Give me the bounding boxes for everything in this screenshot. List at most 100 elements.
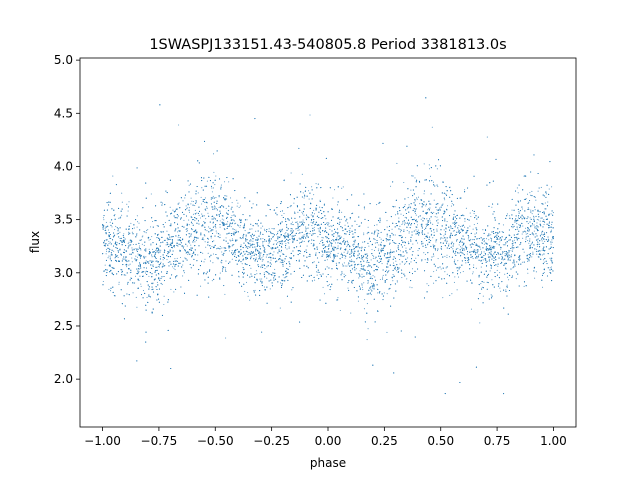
data-point <box>162 259 164 261</box>
data-point <box>208 226 210 228</box>
data-point <box>358 263 360 265</box>
data-point <box>216 257 218 259</box>
data-point <box>439 233 441 235</box>
data-point <box>286 248 288 250</box>
data-point <box>368 264 370 266</box>
data-point <box>169 225 171 227</box>
data-point <box>395 260 397 262</box>
data-point <box>151 260 153 262</box>
data-point <box>204 258 206 260</box>
data-point <box>351 282 353 284</box>
data-point <box>163 295 165 297</box>
data-point <box>298 229 300 231</box>
data-point <box>529 238 531 240</box>
data-point <box>377 266 379 269</box>
data-point <box>264 248 266 250</box>
data-point <box>325 218 327 220</box>
data-point <box>221 254 223 256</box>
data-point <box>451 293 453 295</box>
data-point <box>304 222 306 224</box>
data-point <box>318 229 320 231</box>
data-point <box>177 231 179 233</box>
data-point <box>219 220 221 222</box>
data-point <box>328 283 330 285</box>
data-point <box>491 279 493 281</box>
data-point <box>118 283 120 285</box>
data-point <box>436 209 438 211</box>
data-point <box>234 223 236 225</box>
data-point <box>408 206 410 208</box>
data-point <box>463 215 465 217</box>
data-point <box>552 212 554 214</box>
data-point <box>467 238 469 240</box>
data-point <box>288 242 290 244</box>
data-point <box>290 228 292 230</box>
data-point <box>269 230 271 232</box>
data-point <box>184 257 186 259</box>
data-point <box>227 221 229 223</box>
data-point <box>155 260 157 262</box>
data-point <box>499 287 501 289</box>
data-point <box>104 264 106 266</box>
data-point <box>394 234 396 236</box>
data-point <box>454 252 457 254</box>
data-point <box>361 256 363 258</box>
data-point <box>131 247 133 249</box>
data-point <box>409 286 411 288</box>
data-point <box>152 266 155 268</box>
data-point <box>349 218 351 220</box>
data-point <box>367 226 369 228</box>
data-point <box>429 220 431 222</box>
data-point <box>197 254 199 256</box>
data-point <box>188 207 190 209</box>
data-point <box>401 223 403 226</box>
data-point <box>327 241 329 243</box>
data-point <box>160 256 162 258</box>
data-point <box>436 250 439 252</box>
data-point <box>136 215 138 217</box>
data-point <box>445 228 447 230</box>
data-point <box>370 276 372 278</box>
data-point <box>488 239 490 241</box>
data-point <box>514 221 516 223</box>
data-point <box>543 271 545 274</box>
data-point <box>535 199 537 201</box>
data-point <box>251 228 253 230</box>
data-point <box>205 246 207 248</box>
data-point <box>501 231 503 233</box>
data-point <box>333 248 335 250</box>
data-point <box>190 203 192 205</box>
data-point <box>551 224 553 226</box>
data-point <box>240 237 242 240</box>
data-point <box>309 255 311 257</box>
data-point <box>285 232 287 234</box>
data-point <box>328 225 330 227</box>
data-point <box>485 238 488 240</box>
data-point <box>270 259 272 261</box>
data-point <box>421 260 423 262</box>
data-point <box>457 266 459 268</box>
data-point <box>399 250 401 252</box>
data-point <box>499 238 501 240</box>
data-point <box>472 271 474 273</box>
data-point <box>267 256 270 259</box>
data-point <box>126 259 128 261</box>
data-point <box>526 260 529 262</box>
data-point <box>319 199 321 201</box>
data-point <box>187 252 190 254</box>
data-point <box>356 272 358 274</box>
data-point <box>362 241 364 243</box>
data-point <box>256 273 258 275</box>
data-point <box>130 271 132 273</box>
data-point <box>136 226 138 228</box>
data-point <box>273 251 275 253</box>
data-point <box>339 309 341 312</box>
data-point <box>277 242 279 244</box>
data-point <box>114 257 116 259</box>
data-point <box>473 243 475 246</box>
data-point <box>493 257 496 259</box>
data-point <box>246 239 248 241</box>
data-point <box>226 198 228 200</box>
data-point <box>422 242 424 244</box>
data-point <box>280 240 282 243</box>
